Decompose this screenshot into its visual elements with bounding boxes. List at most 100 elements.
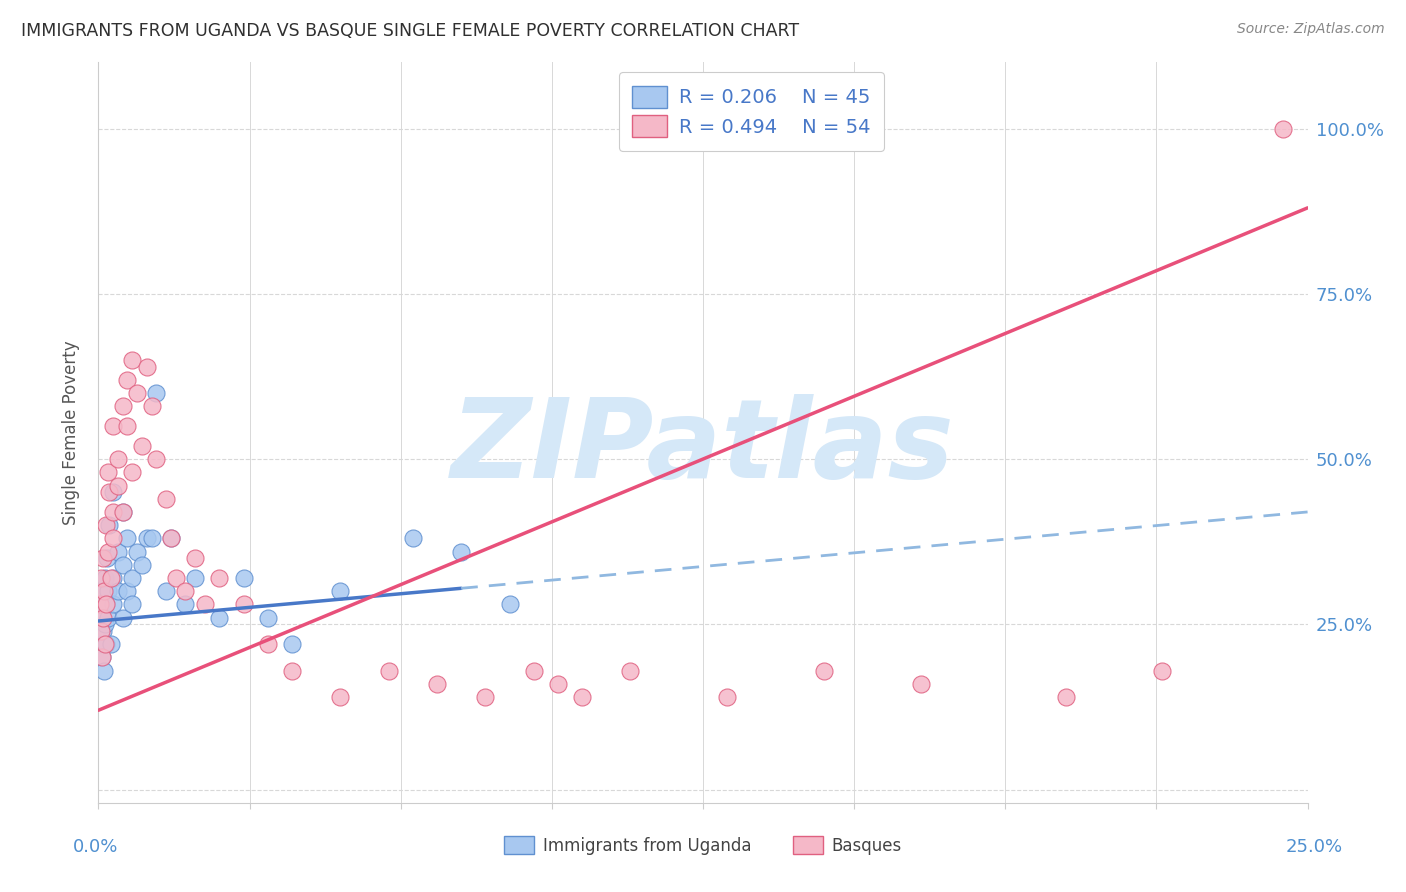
Point	[174, 598, 197, 612]
Point	[111, 505, 134, 519]
Point	[184, 551, 207, 566]
Point	[91, 624, 114, 638]
Point	[256, 637, 278, 651]
Point	[474, 690, 496, 704]
Point	[571, 690, 593, 704]
Point	[160, 532, 183, 546]
Point	[90, 624, 112, 638]
Point	[127, 544, 149, 558]
Point	[117, 584, 139, 599]
Point	[91, 584, 114, 599]
Text: 0.0%: 0.0%	[73, 838, 118, 856]
Point	[101, 532, 124, 546]
Point	[402, 532, 425, 546]
Point	[329, 690, 352, 704]
Point	[1272, 121, 1295, 136]
Point	[90, 571, 112, 585]
Point	[91, 611, 114, 625]
Point	[256, 611, 278, 625]
Point	[155, 491, 177, 506]
Point	[184, 571, 207, 585]
Point	[98, 518, 121, 533]
Point	[127, 386, 149, 401]
Point	[111, 558, 134, 572]
Point	[208, 611, 231, 625]
Text: Source: ZipAtlas.com: Source: ZipAtlas.com	[1237, 22, 1385, 37]
Point	[450, 544, 472, 558]
Point	[107, 544, 129, 558]
Point	[281, 637, 304, 651]
Point	[93, 584, 115, 599]
Point	[281, 664, 304, 678]
Point	[121, 465, 143, 479]
Point	[96, 637, 118, 651]
Point	[93, 664, 115, 678]
Point	[426, 677, 449, 691]
Text: ZIPatlas: ZIPatlas	[451, 394, 955, 501]
Point	[174, 584, 197, 599]
Point	[101, 485, 124, 500]
Point	[523, 664, 546, 678]
Point	[145, 452, 167, 467]
Point	[619, 664, 641, 678]
Point	[160, 532, 183, 546]
Point	[101, 505, 124, 519]
Point	[107, 584, 129, 599]
Point	[91, 551, 114, 566]
Point	[97, 465, 120, 479]
Point	[89, 598, 111, 612]
Point	[141, 532, 163, 546]
Point	[232, 571, 254, 585]
Point	[111, 611, 134, 625]
Point	[90, 650, 112, 665]
Point	[121, 598, 143, 612]
Point	[89, 598, 111, 612]
Point	[111, 399, 134, 413]
Point	[121, 352, 143, 367]
Point	[232, 598, 254, 612]
Point	[135, 532, 157, 546]
Point	[94, 598, 117, 612]
Point	[100, 571, 122, 585]
Point	[97, 584, 120, 599]
Point	[117, 532, 139, 546]
Point	[1054, 690, 1077, 704]
Point	[97, 544, 120, 558]
Point	[93, 637, 115, 651]
Point	[96, 518, 118, 533]
Point	[194, 598, 217, 612]
Point	[91, 611, 114, 625]
Point	[547, 677, 569, 691]
Point	[101, 598, 124, 612]
Point	[100, 637, 122, 651]
Point	[131, 558, 153, 572]
Point	[155, 584, 177, 599]
Point	[910, 677, 932, 691]
Point	[93, 617, 115, 632]
Point	[107, 478, 129, 492]
Legend: Immigrants from Uganda, Basques: Immigrants from Uganda, Basques	[498, 830, 908, 862]
Point	[97, 611, 120, 625]
Point	[94, 571, 117, 585]
Text: 25.0%: 25.0%	[1286, 838, 1343, 856]
Point	[117, 419, 139, 434]
Point	[107, 452, 129, 467]
Point	[98, 485, 121, 500]
Point	[329, 584, 352, 599]
Point	[165, 571, 187, 585]
Point	[101, 419, 124, 434]
Point	[131, 439, 153, 453]
Point	[101, 571, 124, 585]
Point	[135, 359, 157, 374]
Y-axis label: Single Female Poverty: Single Female Poverty	[62, 341, 80, 524]
Point	[813, 664, 835, 678]
Point	[1152, 664, 1174, 678]
Point	[91, 650, 114, 665]
Point	[111, 505, 134, 519]
Point	[141, 399, 163, 413]
Point	[117, 373, 139, 387]
Point	[90, 637, 112, 651]
Point	[208, 571, 231, 585]
Legend: R = 0.206    N = 45, R = 0.494    N = 54: R = 0.206 N = 45, R = 0.494 N = 54	[619, 72, 884, 151]
Text: IMMIGRANTS FROM UGANDA VS BASQUE SINGLE FEMALE POVERTY CORRELATION CHART: IMMIGRANTS FROM UGANDA VS BASQUE SINGLE …	[21, 22, 799, 40]
